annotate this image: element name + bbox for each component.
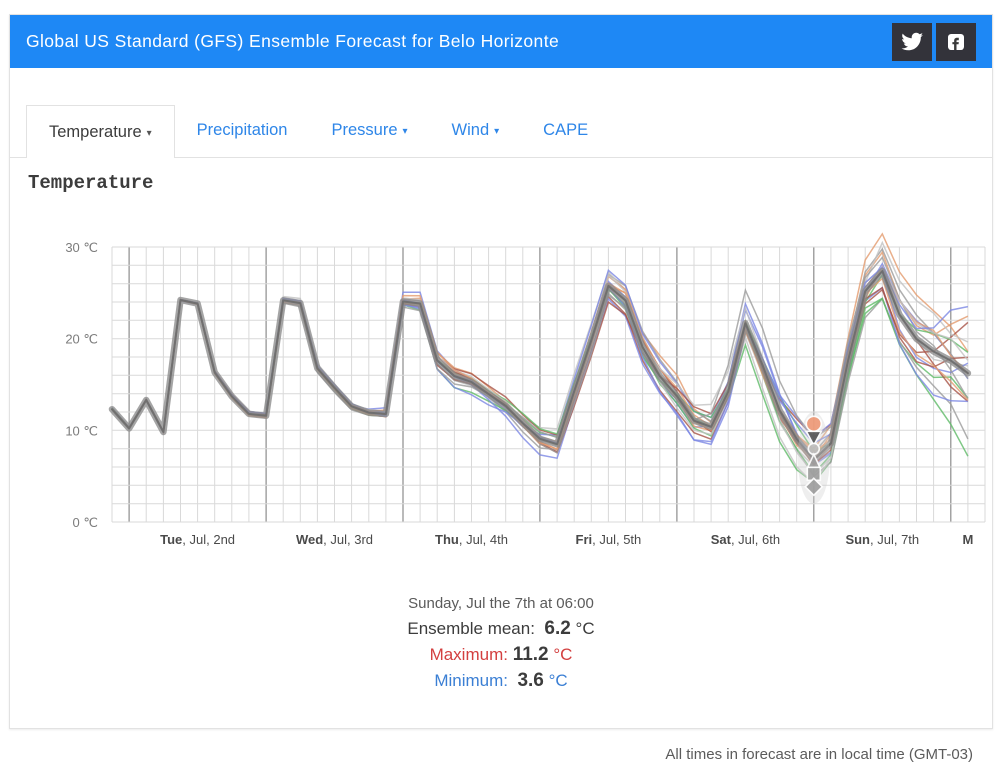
svg-text:Thu, Jul, 4th: Thu, Jul, 4th bbox=[435, 532, 508, 547]
svg-text:Tue, Jul, 2nd: Tue, Jul, 2nd bbox=[160, 532, 235, 547]
svg-text:10 ℃: 10 ℃ bbox=[65, 423, 98, 438]
svg-text:0 ℃: 0 ℃ bbox=[73, 515, 98, 530]
svg-text:Sun, Jul, 7th: Sun, Jul, 7th bbox=[845, 532, 919, 547]
svg-text:20 ℃: 20 ℃ bbox=[65, 332, 98, 347]
svg-text:Fri, Jul, 5th: Fri, Jul, 5th bbox=[576, 532, 642, 547]
svg-text:M: M bbox=[962, 532, 973, 547]
svg-text:30 ℃: 30 ℃ bbox=[65, 240, 98, 255]
svg-text:Sat, Jul, 6th: Sat, Jul, 6th bbox=[711, 532, 780, 547]
svg-text:Wed, Jul, 3rd: Wed, Jul, 3rd bbox=[296, 532, 373, 547]
